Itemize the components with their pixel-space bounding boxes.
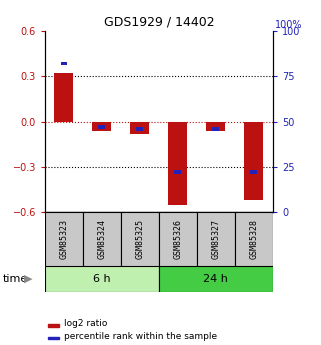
Text: GSM85324: GSM85324 bbox=[97, 219, 107, 259]
Bar bbox=[206, 122, 225, 131]
Bar bbox=[130, 122, 149, 134]
Bar bbox=[136, 127, 143, 131]
Bar bbox=[121, 212, 159, 266]
Text: GSM85326: GSM85326 bbox=[173, 219, 182, 259]
Bar bbox=[175, 170, 181, 174]
Bar bbox=[92, 122, 111, 131]
Bar bbox=[48, 337, 59, 339]
Bar bbox=[83, 212, 121, 266]
Bar bbox=[55, 73, 74, 122]
Bar bbox=[159, 212, 197, 266]
Title: GDS1929 / 14402: GDS1929 / 14402 bbox=[104, 16, 214, 29]
Text: GSM85325: GSM85325 bbox=[135, 219, 144, 259]
Text: 100%: 100% bbox=[275, 20, 302, 30]
Bar bbox=[169, 122, 187, 205]
Bar bbox=[197, 212, 235, 266]
Bar bbox=[213, 127, 219, 131]
Bar bbox=[48, 324, 59, 326]
Text: percentile rank within the sample: percentile rank within the sample bbox=[64, 332, 217, 342]
Bar bbox=[159, 266, 273, 292]
Text: 6 h: 6 h bbox=[93, 274, 111, 284]
Text: GSM85323: GSM85323 bbox=[59, 219, 68, 259]
Text: time: time bbox=[3, 274, 29, 284]
Text: GSM85327: GSM85327 bbox=[211, 219, 221, 259]
Bar bbox=[244, 122, 263, 200]
Bar bbox=[45, 266, 159, 292]
Bar bbox=[99, 125, 105, 129]
Text: log2 ratio: log2 ratio bbox=[64, 319, 108, 328]
Text: 24 h: 24 h bbox=[204, 274, 228, 284]
Bar bbox=[235, 212, 273, 266]
Bar bbox=[250, 170, 257, 174]
Bar bbox=[45, 212, 83, 266]
Text: ▶: ▶ bbox=[24, 274, 32, 284]
Text: GSM85328: GSM85328 bbox=[249, 219, 258, 259]
Bar bbox=[61, 62, 67, 66]
